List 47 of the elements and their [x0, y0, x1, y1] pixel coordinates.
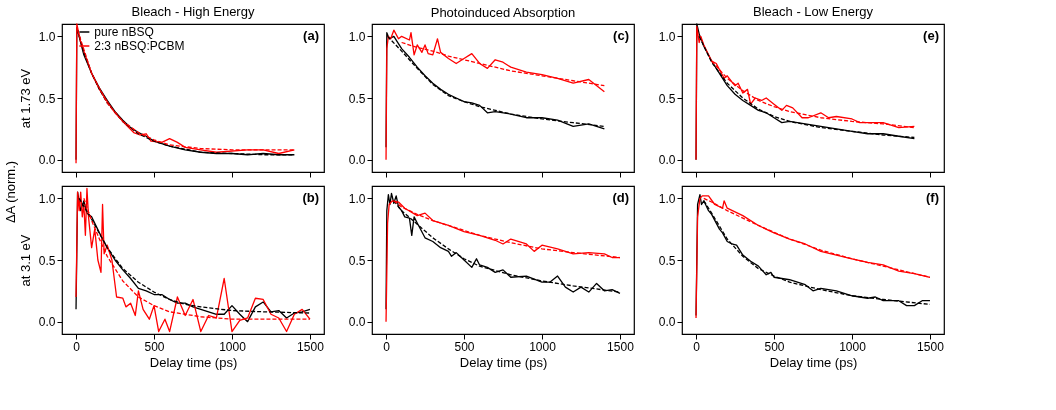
y-tick-label: 0.0 — [658, 153, 676, 168]
x-tick-label: 1000 — [839, 339, 867, 354]
annotation: (b) — [302, 190, 319, 205]
chart-title: Photoinduced Absorption — [430, 5, 576, 20]
x-tick-label: 1500 — [917, 339, 945, 354]
x-tick-label: 0 — [73, 339, 81, 354]
legend-label: pure nBSQ — [94, 25, 154, 39]
y-tick-label: 0.5 — [38, 91, 56, 106]
x-tick-label: 500 — [144, 339, 165, 354]
x-axis-title: Delay time (ps) — [459, 354, 548, 370]
y-tick-label: 0.0 — [38, 315, 56, 330]
y-tick-label: 0.0 — [658, 315, 676, 330]
y-tick-label: 1.0 — [348, 29, 366, 44]
y-tick-label: 0.5 — [658, 91, 676, 106]
x-axis-title: Delay time (ps) — [769, 354, 858, 370]
legend-label: 2:3 nBSQ:PCBM — [94, 39, 185, 53]
chart-title: Bleach - Low Energy — [753, 4, 874, 20]
x-axis-title: Delay time (ps) — [149, 354, 238, 370]
y-tick-label: 1.0 — [658, 29, 676, 44]
y-axis-title: at 3.1 eV — [17, 234, 33, 287]
annotation: (c) — [613, 28, 629, 43]
x-tick-label: 1500 — [297, 339, 325, 354]
y-tick-label: 0.0 — [38, 153, 56, 168]
y-tick-label: 0.0 — [348, 153, 366, 168]
x-tick-label: 0 — [383, 339, 391, 354]
annotation: (a) — [303, 28, 319, 43]
y-tick-label: 0.5 — [348, 91, 366, 106]
x-tick-label: 1500 — [607, 339, 635, 354]
y-tick-label: 0.5 — [658, 253, 676, 268]
x-tick-label: 1000 — [529, 339, 557, 354]
x-tick-label: 0 — [693, 339, 701, 354]
annotation: (d) — [612, 190, 629, 205]
y-tick-label: 0.0 — [348, 315, 366, 330]
y-tick-label: 1.0 — [38, 191, 56, 206]
y-tick-label: 0.5 — [348, 253, 366, 268]
y-tick-label: 0.5 — [38, 253, 56, 268]
chart-title: Bleach - High Energy — [131, 4, 255, 20]
annotation: (e) — [923, 28, 939, 43]
y-axis-title: at 1.73 eV — [17, 68, 33, 129]
text: ΔA (norm.) — [3, 160, 18, 224]
y-tick-label: 1.0 — [348, 191, 366, 206]
x-tick-label: 500 — [764, 339, 785, 354]
x-tick-label: 1000 — [219, 339, 247, 354]
y-tick-label: 1.0 — [658, 191, 676, 206]
annotation: (f) — [926, 190, 939, 205]
y-tick-label: 1.0 — [38, 29, 56, 44]
x-tick-label: 500 — [454, 339, 475, 354]
